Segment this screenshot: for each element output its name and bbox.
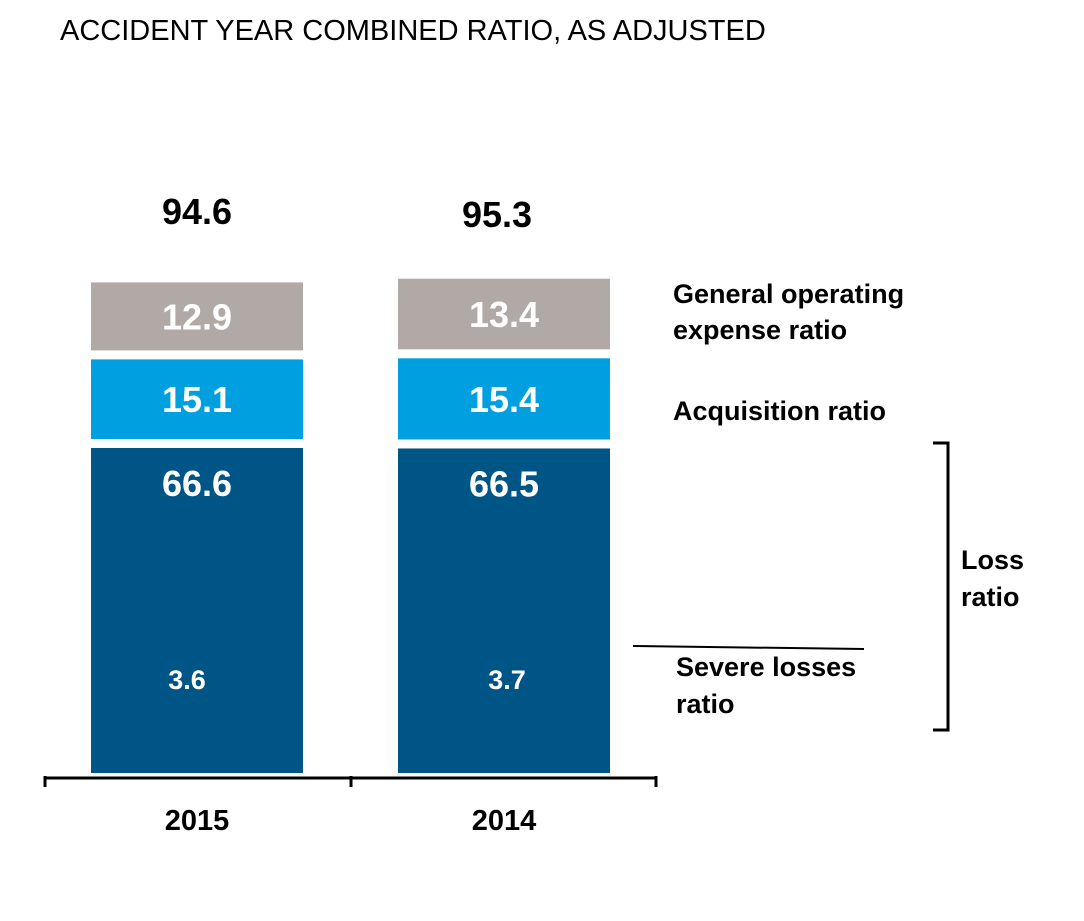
data-label-general-operating-expense-ratio-2014: 13.4 <box>469 294 539 335</box>
loss-ratio-bracket <box>933 441 950 732</box>
total-label-2014: 95.3 <box>462 194 532 235</box>
bar-segment-general-operating-expense-ratio-2015 <box>91 282 303 351</box>
bar-segment-general-operating-expense-ratio-2014 <box>398 278 610 350</box>
data-label-severe-losses-2014: 3.7 <box>488 665 526 695</box>
data-label-loss-ratio-2014: 66.5 <box>469 463 539 504</box>
legend-acquisition: Acquisition ratio <box>673 396 886 426</box>
legend-general-operating-line1: General operating <box>673 279 904 309</box>
legend-loss-line1: Loss <box>961 545 1024 575</box>
bar-segment-loss-ratio-2014 <box>398 448 610 773</box>
data-label-acquisition-ratio-2015: 15.1 <box>162 379 232 420</box>
bars-group: 66.6 15.1 12.9 3.6 66.5 15.4 13.4 3.7 <box>91 278 610 773</box>
x-tick-label-2014: 2014 <box>472 805 537 837</box>
legend-loss-line2: ratio <box>961 582 1020 612</box>
bar-segment-loss-ratio-2015 <box>91 447 303 773</box>
bar-segment-acquisition-ratio-2015 <box>91 359 303 439</box>
total-label-2015: 94.6 <box>162 191 232 232</box>
legend-severe-line2: ratio <box>676 689 735 719</box>
data-label-severe-losses-2015: 3.6 <box>168 665 206 695</box>
data-label-general-operating-expense-ratio-2015: 12.9 <box>162 296 232 337</box>
legend-general-operating-line2: expense ratio <box>673 315 847 345</box>
chart-title: ACCIDENT YEAR COMBINED RATIO, AS ADJUSTE… <box>60 15 766 47</box>
data-label-acquisition-ratio-2014: 15.4 <box>469 379 539 420</box>
severe-losses-leader-line <box>632 645 865 650</box>
data-label-loss-ratio-2015: 66.6 <box>162 463 232 504</box>
bar-segment-acquisition-ratio-2014 <box>398 358 610 440</box>
legend-severe-line1: Severe losses <box>676 652 856 682</box>
x-tick-label-2015: 2015 <box>165 805 230 837</box>
